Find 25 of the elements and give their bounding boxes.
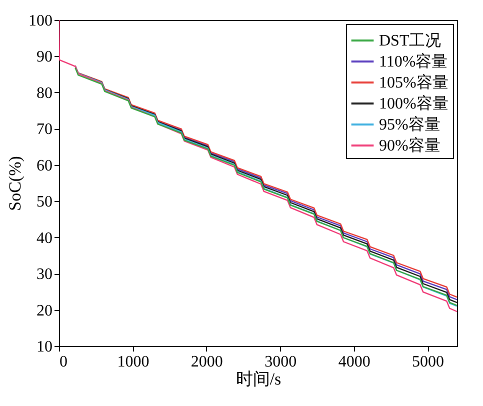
x-tick-label: 4000 <box>338 354 370 370</box>
y-tick-label: 50 <box>36 194 52 211</box>
y-tick-label: 10 <box>36 338 52 356</box>
legend-label: 110%容量 <box>379 52 448 70</box>
y-axis-title: SoC(%) <box>6 156 24 211</box>
legend-label: 95%容量 <box>379 116 440 134</box>
y-tick-label: 60 <box>36 157 52 174</box>
line-series <box>59 20 457 312</box>
x-tick-label: 2000 <box>190 354 223 370</box>
y-tick-label: 40 <box>36 230 52 247</box>
legend-label: 105%容量 <box>379 74 448 92</box>
y-tick-label: 90 <box>36 48 52 66</box>
y-tick-label: 100 <box>28 12 52 30</box>
x-tick-label: 5000 <box>412 354 444 370</box>
legend-label: 90%容量 <box>379 136 440 154</box>
x-tick-label: 3000 <box>264 354 297 370</box>
y-tick-label: 30 <box>36 266 52 284</box>
x-tick-label: 0 <box>60 354 68 370</box>
y-tick-label: 70 <box>36 121 52 138</box>
y-tick-label: 80 <box>36 84 52 102</box>
y-tick-label: 20 <box>36 302 52 320</box>
legend-label: 100%容量 <box>379 94 448 112</box>
legend-label: DST工况 <box>379 32 442 50</box>
x-axis-title: 时间/s <box>236 370 282 388</box>
x-tick-label: 1000 <box>117 354 150 370</box>
